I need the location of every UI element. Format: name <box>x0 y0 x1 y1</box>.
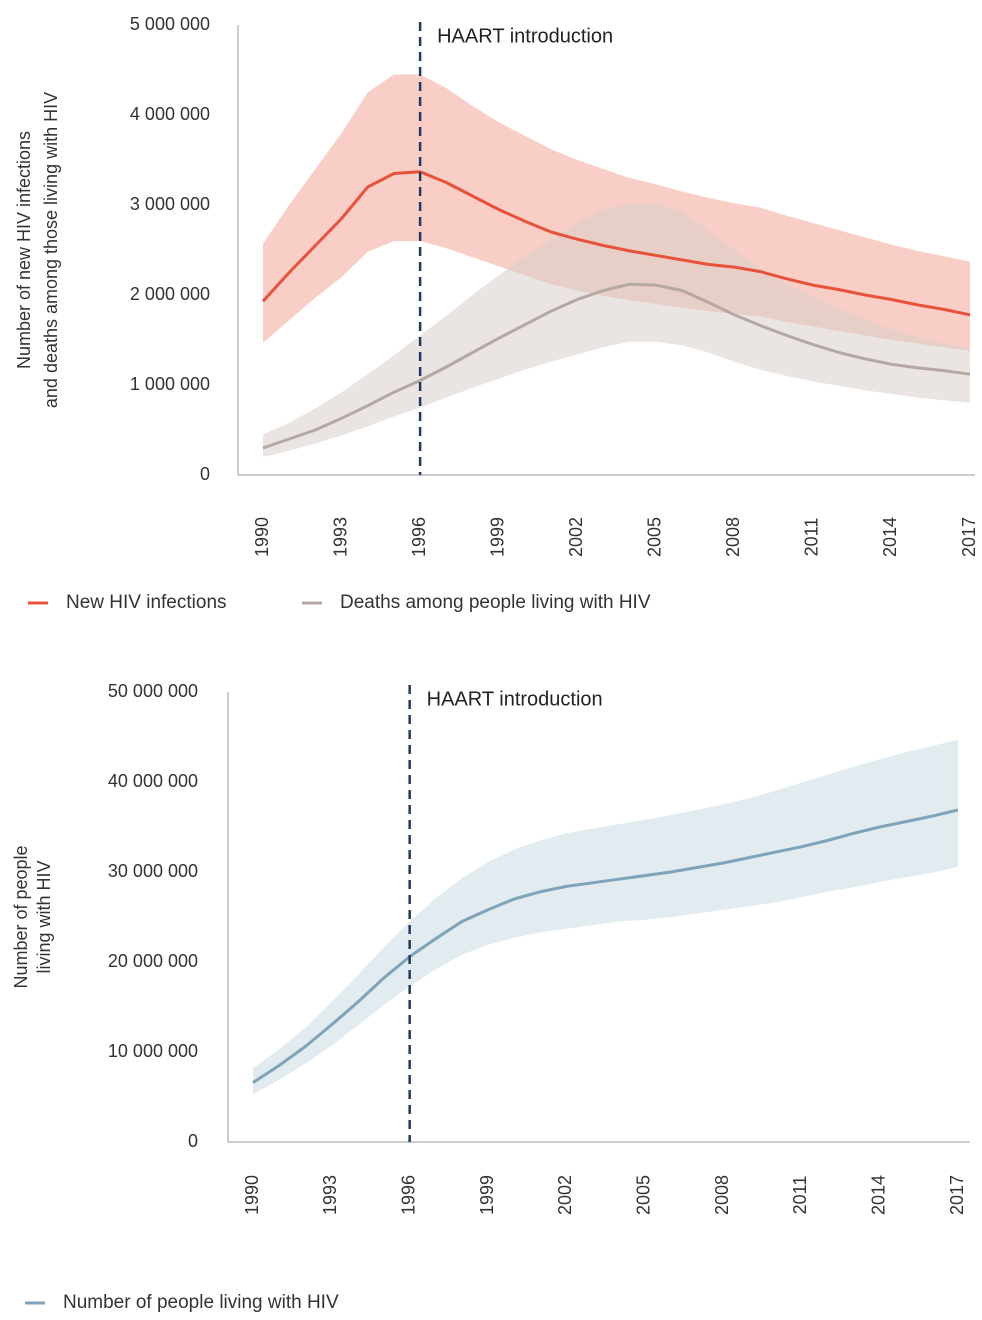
x-tick-label: 1993 <box>320 1175 340 1215</box>
y-axis-label: Number of new HIV infections <box>14 131 34 369</box>
x-tick-label: 2014 <box>880 517 900 557</box>
series-line <box>252 808 959 1084</box>
x-tick-label: 2008 <box>712 1175 732 1215</box>
x-tick-label: 1999 <box>477 1175 497 1215</box>
x-tick-label: 2008 <box>723 517 743 557</box>
x-tick-label: 2002 <box>555 1175 575 1215</box>
x-tick-label: 2005 <box>633 1175 653 1215</box>
y-axis-label: living with HIV <box>34 860 54 973</box>
x-tick-label: 2017 <box>959 517 979 557</box>
y-tick-label: 10 000 000 <box>108 1041 198 1061</box>
y-tick-label: 40 000 000 <box>108 771 198 791</box>
y-tick-label: 50 000 000 <box>108 681 198 701</box>
series-line <box>261 170 971 317</box>
x-tick-label: 1999 <box>487 517 507 557</box>
x-tick-label: 2017 <box>947 1175 967 1215</box>
y-axis-label: Number of people <box>11 845 31 988</box>
x-tick-label: 2011 <box>790 1176 810 1215</box>
x-tick-label: 1990 <box>242 1175 262 1215</box>
x-tick-label: 2014 <box>868 1175 888 1215</box>
legend-label: Deaths among people living with HIV <box>340 592 651 613</box>
x-tick-label: 2005 <box>645 517 665 557</box>
x-tick-label: 1990 <box>252 517 272 557</box>
y-tick-label: 5 000 000 <box>130 14 210 34</box>
uncertainty-band <box>253 739 958 1095</box>
x-tick-label: 1996 <box>409 517 429 557</box>
y-tick-label: 0 <box>200 464 210 484</box>
y-tick-label: 2 000 000 <box>130 284 210 304</box>
x-tick-label: 1993 <box>330 517 350 557</box>
annotation: HAART introduction <box>437 25 613 47</box>
y-tick-label: 0 <box>188 1131 198 1151</box>
y-axis-label: and deaths among those living with HIV <box>41 92 61 408</box>
y-tick-label: 3 000 000 <box>130 194 210 214</box>
x-tick-label: 2011 <box>802 518 822 557</box>
legend-label: New HIV infections <box>66 592 227 613</box>
uncertainty-band <box>263 203 970 457</box>
y-tick-label: 1 000 000 <box>130 374 210 394</box>
y-tick-label: 4 000 000 <box>130 104 210 124</box>
x-tick-label: 1996 <box>398 1175 418 1215</box>
y-tick-label: 20 000 000 <box>108 951 198 971</box>
x-tick-label: 2002 <box>566 517 586 557</box>
annotation: HAART introduction <box>427 688 603 710</box>
legend-label: Number of people living with HIV <box>63 1292 339 1313</box>
y-tick-label: 30 000 000 <box>108 861 198 881</box>
series-line <box>262 282 971 450</box>
